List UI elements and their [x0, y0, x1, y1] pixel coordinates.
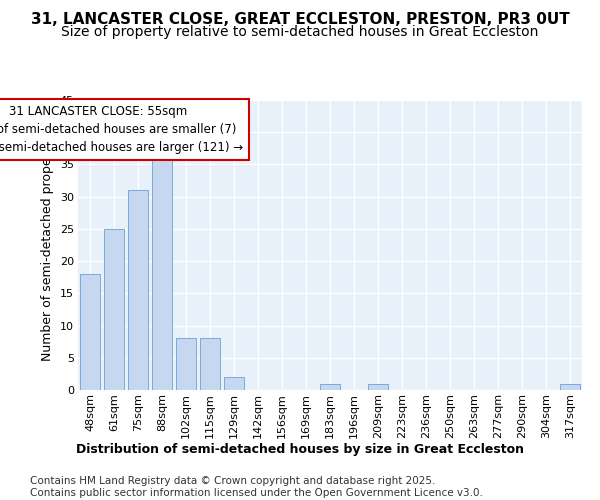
Text: Size of property relative to semi-detached houses in Great Eccleston: Size of property relative to semi-detach…	[61, 25, 539, 39]
Bar	[176, 338, 196, 390]
Bar	[560, 384, 580, 390]
Bar	[224, 377, 244, 390]
Text: 31, LANCASTER CLOSE, GREAT ECCLESTON, PRESTON, PR3 0UT: 31, LANCASTER CLOSE, GREAT ECCLESTON, PR…	[31, 12, 569, 28]
Bar	[80, 274, 100, 390]
Y-axis label: Number of semi-detached properties: Number of semi-detached properties	[41, 130, 54, 360]
Text: Distribution of semi-detached houses by size in Great Eccleston: Distribution of semi-detached houses by …	[76, 442, 524, 456]
Bar	[104, 229, 124, 390]
Bar	[200, 338, 220, 390]
Bar	[128, 190, 148, 390]
Bar	[320, 384, 340, 390]
Text: Contains HM Land Registry data © Crown copyright and database right 2025.
Contai: Contains HM Land Registry data © Crown c…	[30, 476, 483, 498]
Bar	[368, 384, 388, 390]
Text: 31 LANCASTER CLOSE: 55sqm
← 5% of semi-detached houses are smaller (7)
93% of se: 31 LANCASTER CLOSE: 55sqm ← 5% of semi-d…	[0, 105, 243, 154]
Bar	[152, 158, 172, 390]
